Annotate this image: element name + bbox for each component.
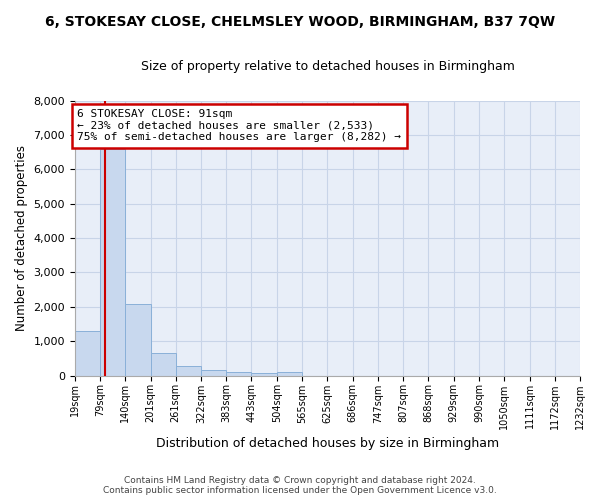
Bar <box>151 353 176 376</box>
Text: Contains HM Land Registry data © Crown copyright and database right 2024.
Contai: Contains HM Land Registry data © Crown c… <box>103 476 497 495</box>
Bar <box>226 372 251 376</box>
Bar <box>75 331 100 376</box>
Bar <box>100 148 125 376</box>
Title: Size of property relative to detached houses in Birmingham: Size of property relative to detached ho… <box>140 60 514 73</box>
Y-axis label: Number of detached properties: Number of detached properties <box>15 145 28 331</box>
Bar <box>251 374 277 376</box>
X-axis label: Distribution of detached houses by size in Birmingham: Distribution of detached houses by size … <box>156 437 499 450</box>
Bar <box>201 370 226 376</box>
Bar <box>176 366 201 376</box>
Text: 6, STOKESAY CLOSE, CHELMSLEY WOOD, BIRMINGHAM, B37 7QW: 6, STOKESAY CLOSE, CHELMSLEY WOOD, BIRMI… <box>45 15 555 29</box>
Bar <box>277 372 302 376</box>
Text: 6 STOKESAY CLOSE: 91sqm
← 23% of detached houses are smaller (2,533)
75% of semi: 6 STOKESAY CLOSE: 91sqm ← 23% of detache… <box>77 109 401 142</box>
Bar <box>125 304 151 376</box>
